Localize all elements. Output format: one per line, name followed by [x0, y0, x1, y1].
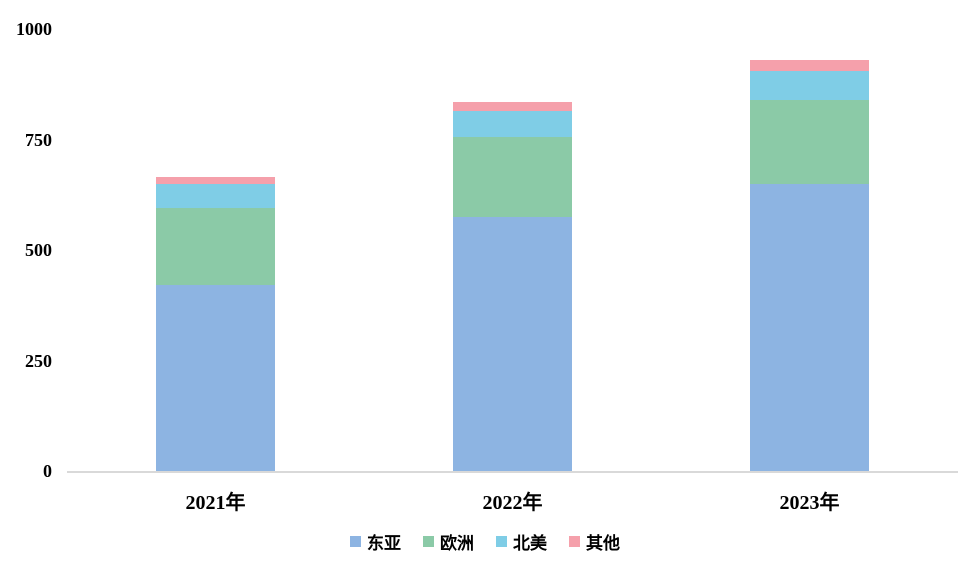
bar-segment-欧洲 [750, 99, 869, 184]
bar-segment-其他 [453, 101, 572, 111]
legend-swatch-icon [496, 536, 507, 547]
bar-segment-北美 [156, 183, 275, 209]
bar-2022年 [453, 101, 572, 471]
bar-2023年 [750, 59, 869, 471]
y-tick-label: 500 [25, 240, 52, 260]
legend-item-欧洲: 欧洲 [423, 529, 474, 554]
legend-label: 东亚 [367, 534, 401, 553]
x-tick-label: 2021年 [185, 492, 246, 514]
bar-segment-其他 [750, 59, 869, 72]
legend-item-北美: 北美 [496, 529, 547, 554]
legend-label: 其他 [586, 534, 620, 553]
bar-segment-欧洲 [453, 137, 572, 217]
y-tick-label: 0 [43, 461, 52, 481]
bar-segment-北美 [453, 110, 572, 138]
y-tick-label: 250 [25, 350, 52, 371]
legend-item-东亚: 东亚 [350, 529, 401, 554]
bar-segment-东亚 [750, 183, 869, 471]
legend-swatch-icon [423, 536, 434, 547]
y-tick-label: 1000 [16, 19, 52, 39]
legend-label: 北美 [513, 534, 547, 553]
y-tick-label: 750 [25, 129, 52, 150]
legend-item-其他: 其他 [569, 529, 620, 554]
x-tick-label: 2023年 [779, 492, 840, 514]
legend-swatch-icon [350, 536, 361, 547]
bar-2021年 [156, 177, 275, 471]
legend-swatch-icon [569, 536, 580, 547]
bar-segment-其他 [156, 177, 275, 184]
bar-segment-北美 [750, 71, 869, 100]
x-tick-label: 2022年 [482, 492, 543, 514]
plot-area [67, 0, 958, 473]
legend: 东亚 欧洲 北美 其他 [0, 529, 970, 554]
bar-segment-东亚 [156, 285, 275, 471]
bar-segment-东亚 [453, 216, 572, 471]
bar-segment-欧洲 [156, 208, 275, 286]
legend-label: 欧洲 [440, 534, 474, 553]
